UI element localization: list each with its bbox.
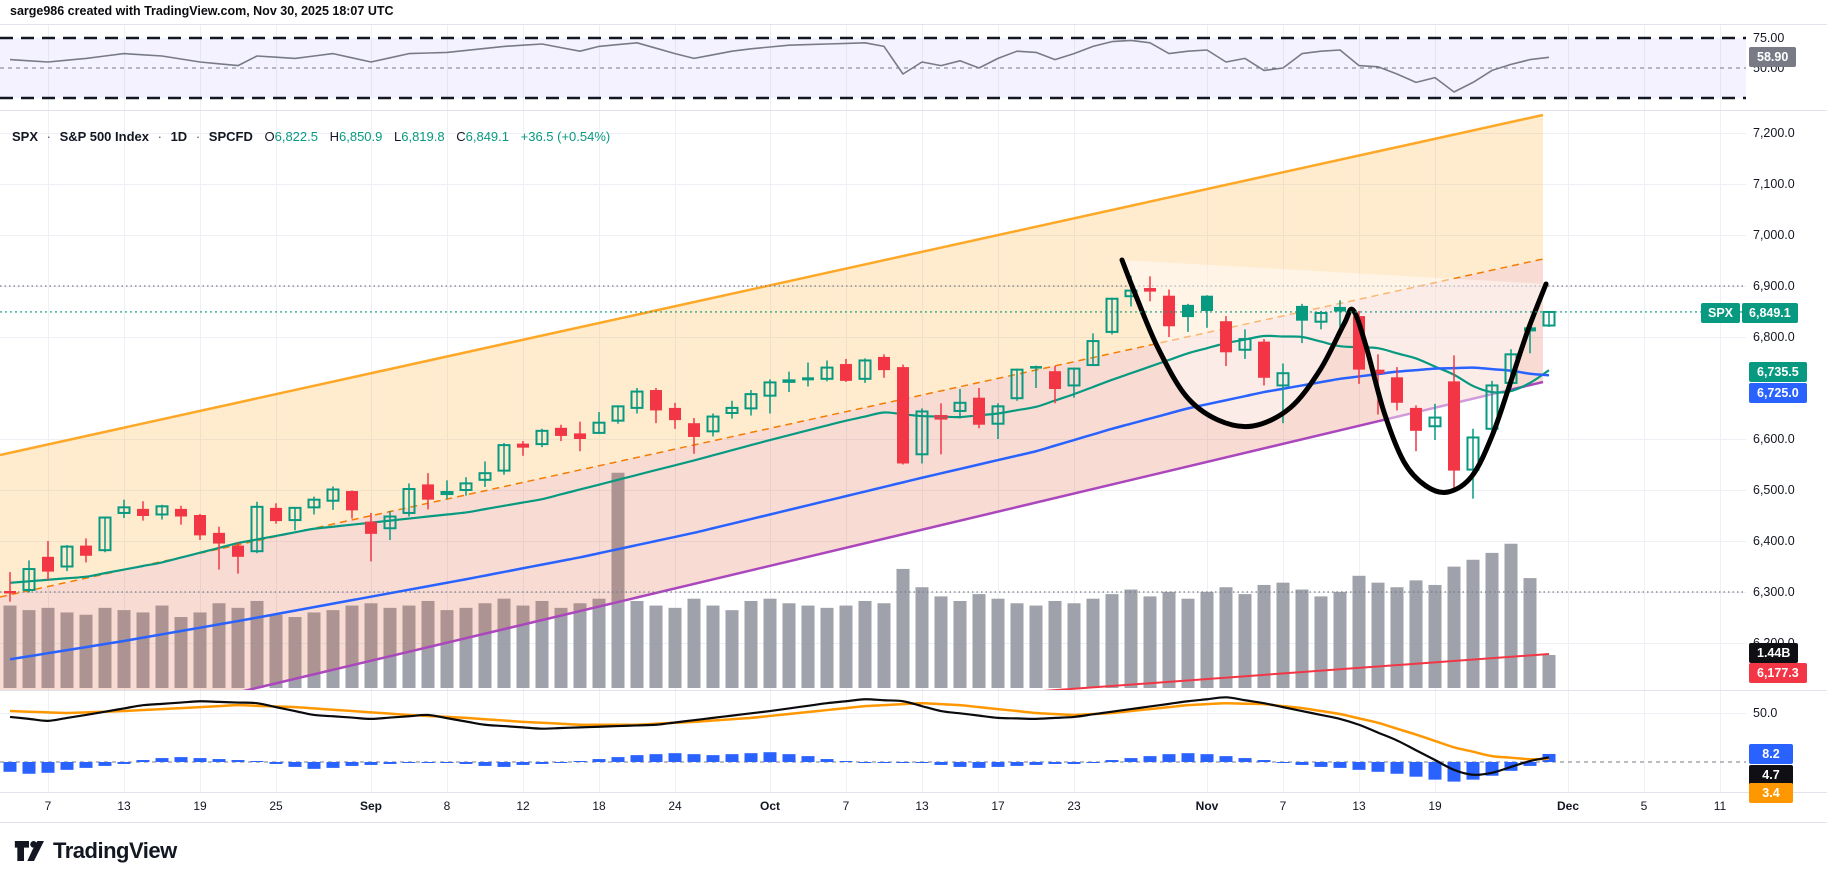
hist-value-badge: 8.2 [1749, 744, 1793, 764]
legend-exchange: SPCFD [208, 129, 253, 144]
ma-value-badge: 6,725.0 [1749, 383, 1807, 403]
legend-separator: · [195, 129, 201, 144]
time-axis-label[interactable]: 11 [1713, 799, 1727, 813]
chart-canvas[interactable] [0, 0, 1827, 824]
time-axis-label[interactable]: 24 [668, 799, 682, 813]
legend-separator: · [157, 129, 162, 144]
close-label: C [456, 129, 466, 144]
price-axis-label: 6,400.0 [1753, 534, 1795, 548]
time-axis-label[interactable]: 7 [842, 799, 850, 813]
open-label: O [264, 129, 275, 144]
high-value: 6,850.9 [339, 129, 383, 144]
price-axis-label: 6,300.0 [1753, 585, 1795, 599]
time-axis-label[interactable]: 12 [516, 799, 530, 813]
time-axis-label[interactable]: 25 [269, 799, 283, 813]
rsi-axis-label: 75.00 [1753, 31, 1785, 45]
volume-value-badge: 1.44B [1749, 643, 1799, 663]
time-axis-label[interactable]: 13 [915, 799, 929, 813]
legend-symbol[interactable]: SPX [12, 129, 39, 144]
price-axis-label: 6,600.0 [1753, 432, 1795, 446]
spx-price-badge: SPX 6,849.1 [1701, 303, 1798, 323]
price-axis-label: 7,100.0 [1753, 177, 1795, 191]
osc-signal-value-badge: 3.4 [1749, 783, 1793, 803]
ema-value-badge: 6,735.5 [1749, 362, 1807, 382]
spx-badge-label: SPX [1701, 303, 1741, 323]
tradingview-logo-text: TradingView [53, 838, 177, 863]
time-axis-label[interactable]: Oct [759, 799, 781, 813]
price-axis-label: 7,000.0 [1753, 228, 1795, 242]
symbol-legend[interactable]: SPX · S&P 500 Index · 1D · SPCFD O6,822.… [12, 129, 610, 144]
time-axis-label[interactable]: 13 [1352, 799, 1366, 813]
time-axis-label[interactable]: 7 [1279, 799, 1287, 813]
time-axis-label[interactable]: 13 [117, 799, 131, 813]
time-axis-label[interactable]: 8 [443, 799, 451, 813]
price-axis-label: 7,200.0 [1753, 126, 1795, 140]
time-axis-label[interactable]: 17 [991, 799, 1005, 813]
open-value: 6,822.5 [274, 129, 318, 144]
spx-badge-value: 6,849.1 [1742, 303, 1798, 323]
low-value: 6,819.8 [401, 129, 445, 144]
close-value: 6,849.1 [465, 129, 509, 144]
time-axis-label[interactable]: 5 [1640, 799, 1648, 813]
price-axis-label: 6,800.0 [1753, 330, 1795, 344]
high-label: H [329, 129, 339, 144]
change-value: +36.5 (+0.54%) [520, 129, 611, 144]
osc-black-value-badge: 4.7 [1749, 765, 1793, 785]
time-axis-label[interactable]: 23 [1067, 799, 1081, 813]
time-axis-label[interactable]: 19 [193, 799, 207, 813]
trendline-value-badge: 6,177.3 [1749, 663, 1807, 683]
legend-separator: · [46, 129, 51, 144]
osc-axis-label: 50.0 [1753, 706, 1778, 720]
price-axis-label: 6,500.0 [1753, 483, 1795, 497]
price-axis-label: 6,900.0 [1753, 279, 1795, 293]
time-axis-label[interactable]: Nov [1195, 799, 1219, 813]
time-axis-label[interactable]: Sep [359, 799, 383, 813]
low-label: L [394, 129, 402, 144]
time-axis-label[interactable]: 7 [44, 799, 52, 813]
time-axis-label[interactable]: 18 [592, 799, 606, 813]
rsi-value-badge: 58.90 [1749, 47, 1797, 67]
legend-name: S&P 500 Index [59, 129, 149, 144]
legend-interval[interactable]: 1D [170, 129, 188, 144]
attribution-text: sarge986 created with TradingView.com, N… [10, 4, 394, 18]
time-axis-label[interactable]: 19 [1428, 799, 1442, 813]
tradingview-logo[interactable]: TradingView [14, 838, 177, 864]
time-axis-label[interactable]: Dec [1556, 799, 1580, 813]
tradingview-logo-icon [14, 841, 44, 861]
